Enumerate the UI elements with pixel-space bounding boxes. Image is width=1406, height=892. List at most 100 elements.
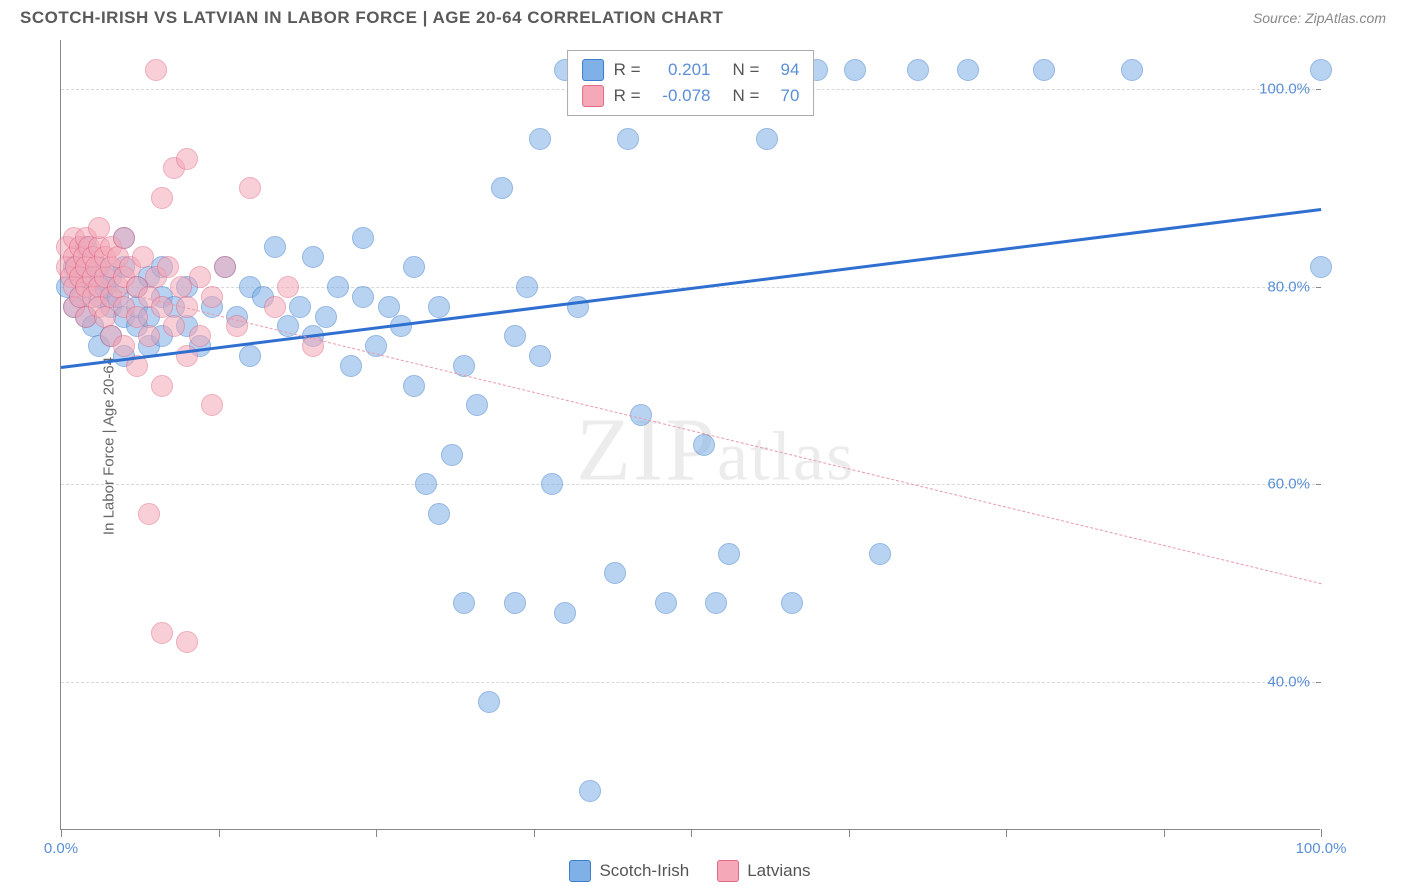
data-point (693, 434, 715, 456)
data-point (277, 276, 299, 298)
legend-item-latvians: Latvians (717, 860, 810, 882)
data-point (781, 592, 803, 614)
y-tick-label: 40.0% (1267, 673, 1310, 690)
x-tick-label: 0.0% (44, 840, 78, 857)
data-point (428, 503, 450, 525)
data-point (138, 325, 160, 347)
source-label: Source: ZipAtlas.com (1253, 10, 1386, 26)
chart-title: SCOTCH-IRISH VS LATVIAN IN LABOR FORCE |… (20, 8, 723, 28)
r-value-latvians: -0.078 (651, 86, 711, 106)
data-point (126, 306, 148, 328)
swatch-scotch-irish (569, 860, 591, 882)
n-label: N = (733, 60, 760, 80)
r-label: R = (614, 86, 641, 106)
data-point (176, 148, 198, 170)
data-point (428, 296, 450, 318)
data-point (579, 780, 601, 802)
data-point (340, 355, 362, 377)
y-tick-label: 100.0% (1259, 81, 1310, 98)
swatch-latvians (717, 860, 739, 882)
data-point (957, 59, 979, 81)
data-point (705, 592, 727, 614)
x-tick (1321, 829, 1322, 837)
data-point (1310, 59, 1332, 81)
legend-item-scotch-irish: Scotch-Irish (569, 860, 689, 882)
data-point (264, 296, 286, 318)
data-point (869, 543, 891, 565)
data-point (201, 286, 223, 308)
data-point (1310, 256, 1332, 278)
data-point (567, 296, 589, 318)
data-point (441, 444, 463, 466)
data-point (157, 256, 179, 278)
y-tick (1316, 89, 1321, 90)
data-point (113, 227, 135, 249)
stats-legend: R = 0.201 N = 94 R = -0.078 N = 70 (567, 50, 815, 116)
trendline (61, 277, 1321, 584)
x-tick (376, 829, 377, 837)
n-label: N = (733, 86, 760, 106)
n-value-latvians: 70 (769, 86, 799, 106)
data-point (617, 128, 639, 150)
x-tick (849, 829, 850, 837)
data-point (453, 592, 475, 614)
data-point (113, 335, 135, 357)
swatch-latvians (582, 85, 604, 107)
data-point (352, 227, 374, 249)
legend-label-scotch-irish: Scotch-Irish (599, 861, 689, 881)
data-point (403, 375, 425, 397)
data-point (88, 217, 110, 239)
y-tick-label: 60.0% (1267, 476, 1310, 493)
x-tick (1006, 829, 1007, 837)
data-point (176, 631, 198, 653)
data-point (1033, 59, 1055, 81)
data-point (541, 473, 563, 495)
data-point (466, 394, 488, 416)
data-point (151, 187, 173, 209)
data-point (189, 266, 211, 288)
y-tick (1316, 287, 1321, 288)
x-tick (219, 829, 220, 837)
y-tick (1316, 484, 1321, 485)
data-point (327, 276, 349, 298)
data-point (478, 691, 500, 713)
data-point (151, 622, 173, 644)
y-tick (1316, 682, 1321, 683)
chart-plot-area: ZIPatlas 40.0%60.0%80.0%100.0% 0.0%100.0… (60, 40, 1320, 830)
stats-row-scotch-irish: R = 0.201 N = 94 (582, 57, 800, 83)
data-point (289, 296, 311, 318)
r-value-scotch-irish: 0.201 (651, 60, 711, 80)
y-tick-label: 80.0% (1267, 278, 1310, 295)
data-point (239, 177, 261, 199)
data-point (604, 562, 626, 584)
series-legend: Scotch-Irish Latvians (60, 860, 1320, 882)
data-point (403, 256, 425, 278)
x-tick (1164, 829, 1165, 837)
data-point (132, 246, 154, 268)
data-point (239, 345, 261, 367)
data-point (145, 59, 167, 81)
n-value-scotch-irish: 94 (769, 60, 799, 80)
data-point (718, 543, 740, 565)
data-point (529, 128, 551, 150)
gridline (61, 682, 1320, 683)
data-point (189, 325, 211, 347)
data-point (302, 246, 324, 268)
data-point (352, 286, 374, 308)
swatch-scotch-irish (582, 59, 604, 81)
data-point (415, 473, 437, 495)
data-point (264, 236, 286, 258)
data-point (163, 315, 185, 337)
legend-label-latvians: Latvians (747, 861, 810, 881)
r-label: R = (614, 60, 641, 80)
data-point (516, 276, 538, 298)
x-tick (691, 829, 692, 837)
data-point (491, 177, 513, 199)
data-point (214, 256, 236, 278)
data-point (151, 375, 173, 397)
data-point (529, 345, 551, 367)
data-point (756, 128, 778, 150)
x-tick (534, 829, 535, 837)
watermark: ZIPatlas (576, 399, 855, 502)
data-point (378, 296, 400, 318)
